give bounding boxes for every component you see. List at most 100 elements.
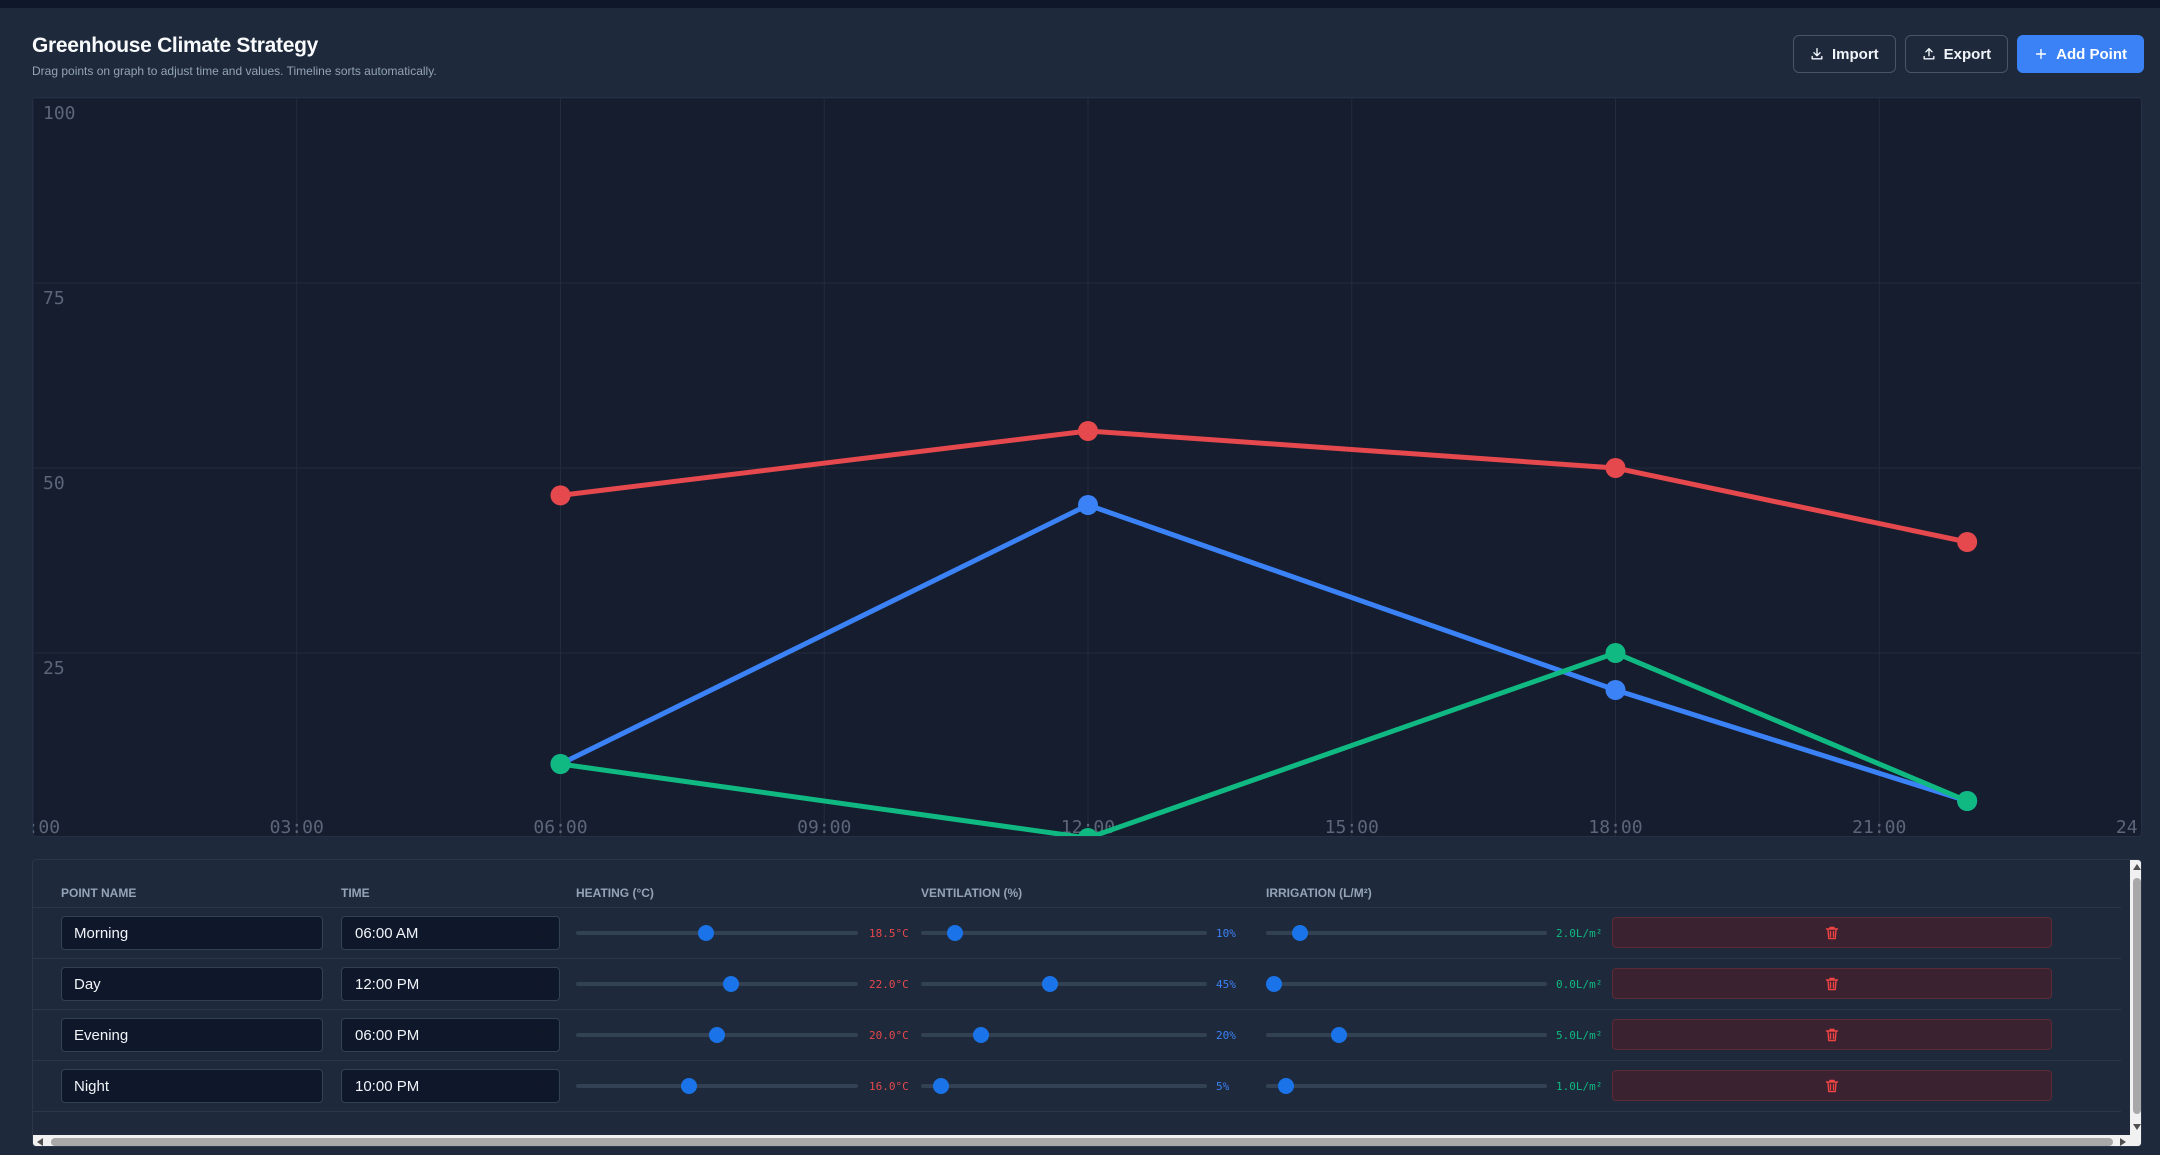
slider-thumb[interactable] [1041,976,1058,992]
clock-icon[interactable] [533,926,547,940]
heating-point[interactable] [550,485,571,506]
table-row: 12:00 PM 22.0°C 45% 0.0L/m² [33,959,2121,1010]
slider-track [576,982,858,986]
horizontal-scroll-thumb[interactable] [51,1138,2113,1146]
heating-slider[interactable] [576,975,858,993]
slider-track [921,931,1207,935]
ventilation-slider[interactable] [921,1026,1207,1044]
table-row: 10:00 PM 16.0°C 5% 1.0L/m² [33,1061,2121,1112]
y-tick-label: 25 [43,658,65,679]
ventilation-slider[interactable] [921,924,1207,942]
irrigation-slider[interactable] [1266,1026,1547,1044]
ventilation-point[interactable] [1605,680,1626,700]
irrigation-value: 0.0L/m² [1556,978,1603,991]
heating-point[interactable] [1078,421,1098,441]
vertical-scroll-thumb[interactable] [2133,878,2141,1114]
y-tick-label: 75 [43,288,65,309]
irrigation-point[interactable] [550,754,571,774]
ventilation-slider[interactable] [921,975,1207,993]
time-input[interactable]: 06:00 AM [341,916,560,950]
x-tick-label: 15:00 [1325,817,1379,837]
app-window: Greenhouse Climate Strategy Drag points … [0,8,2160,1155]
irrigation-slider[interactable] [1266,1077,1547,1095]
x-tick-label: 06:00 [533,817,587,837]
slider-thumb[interactable] [933,1078,950,1094]
slider-thumb[interactable] [947,925,964,941]
heating-point[interactable] [1605,458,1626,478]
header-time: TIME [341,886,370,900]
import-button[interactable]: Import [1792,35,1896,73]
slider-thumb[interactable] [709,1027,725,1043]
export-button[interactable]: Export [1904,35,2009,73]
slider-thumb[interactable] [1277,1078,1294,1094]
ventilation-value: 10% [1216,927,1236,940]
slider-thumb[interactable] [1291,925,1308,941]
scroll-right-arrow[interactable] [2120,1138,2126,1146]
toolbar: Import Export Add Point [1792,35,2144,73]
scroll-left-arrow[interactable] [37,1138,43,1146]
heating-slider[interactable] [576,1077,858,1095]
irrigation-value: 1.0L/m² [1556,1080,1603,1093]
export-button-label: Export [1943,45,1992,63]
slider-thumb[interactable] [697,925,714,941]
time-value: 06:00 PM [355,1026,420,1044]
irrigation-point[interactable] [1078,828,1098,837]
header-irrigation: IRRIGATION (L/M²) [1266,886,1372,900]
header-heating: HEATING (°C) [576,886,654,900]
clock-icon[interactable] [533,1028,547,1042]
slider-thumb[interactable] [973,1027,990,1043]
y-tick-label: 100 [43,103,76,124]
page-title: Greenhouse Climate Strategy [32,34,318,57]
time-input[interactable]: 06:00 PM [341,1018,560,1052]
point-name-input[interactable] [61,916,323,950]
trash-icon [1825,977,1839,990]
irrigation-slider[interactable] [1266,975,1547,993]
ventilation-value: 45% [1216,978,1236,991]
x-tick-label: 09:00 [797,817,851,837]
page-header: Greenhouse Climate Strategy Drag points … [32,34,437,78]
horizontal-scrollbar[interactable] [33,1135,2141,1146]
heating-slider[interactable] [576,1026,858,1044]
add-point-button[interactable]: Add Point [2017,35,2144,73]
time-input[interactable]: 10:00 PM [341,1069,560,1103]
time-value: 10:00 PM [355,1077,420,1095]
heating-value: 16.0°C [869,1080,909,1093]
ventilation-slider[interactable] [921,1077,1207,1095]
slider-thumb[interactable] [1331,1027,1348,1043]
delete-point-button[interactable] [1612,968,2052,999]
irrigation-value: 5.0L/m² [1556,1029,1603,1042]
irrigation-line [558,650,1970,836]
delete-point-button[interactable] [1612,917,2052,948]
ventilation-point[interactable] [1078,495,1098,515]
heating-slider[interactable] [576,924,858,942]
point-name-input[interactable] [61,1069,323,1103]
climate-chart[interactable]: 25507510000:0003:0006:0009:0012:0015:001… [32,97,2142,837]
clock-icon[interactable] [533,1079,547,1093]
add-point-button-label: Add Point [2056,45,2127,63]
slider-thumb[interactable] [1266,976,1283,992]
clock-icon[interactable] [533,977,547,991]
ventilation-value: 20% [1216,1029,1236,1042]
scroll-up-arrow[interactable] [2133,864,2141,870]
time-value: 06:00 AM [355,924,419,942]
header-ventilation: VENTILATION (%) [921,886,1023,900]
irrigation-slider[interactable] [1266,924,1547,942]
page-subtitle: Drag points on graph to adjust time and … [32,64,437,78]
delete-point-button[interactable] [1612,1019,2052,1050]
slider-thumb[interactable] [680,1078,697,1094]
import-button-label: Import [1831,45,1879,63]
point-name-input[interactable] [61,967,323,1001]
scroll-down-arrow[interactable] [2133,1124,2141,1130]
heating-value: 18.5°C [869,927,909,940]
vertical-scrollbar[interactable] [2130,860,2141,1136]
slider-thumb[interactable] [723,976,740,992]
point-name-input[interactable] [61,1018,323,1052]
heating-point[interactable] [1957,532,1978,552]
download-icon [1811,48,1823,60]
time-input[interactable]: 12:00 PM [341,967,560,1001]
irrigation-point[interactable] [1605,643,1626,663]
delete-point-button[interactable] [1612,1070,2052,1101]
chart-svg[interactable]: 25507510000:0003:0006:0009:0012:0015:001… [33,98,2142,837]
ventilation-line [558,502,1970,804]
irrigation-point[interactable] [1957,791,1978,811]
